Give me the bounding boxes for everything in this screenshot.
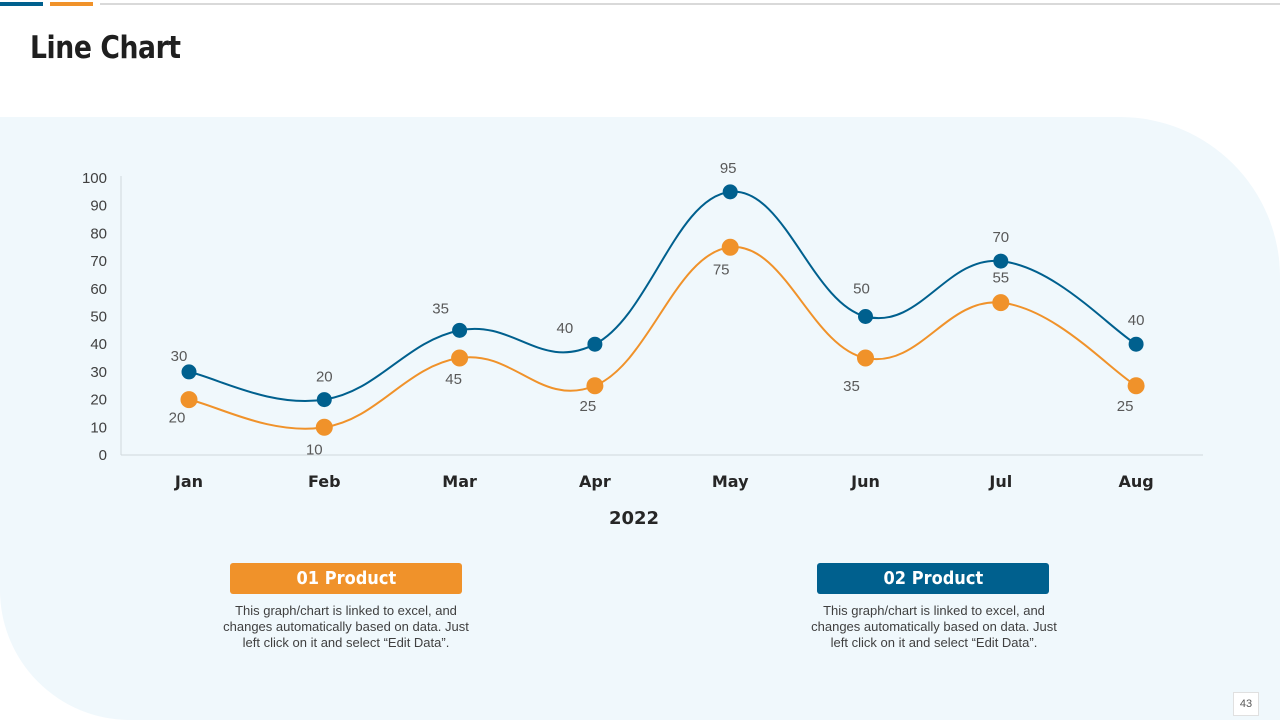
data-label-series-1: 45 xyxy=(445,371,462,388)
x-tick-label: Feb xyxy=(308,472,341,491)
x-tick-label: Jun xyxy=(850,472,880,491)
page-number: 43 xyxy=(1233,692,1259,716)
data-point-series-2 xyxy=(858,309,873,324)
legend-product-1-label: 01 Product xyxy=(296,568,396,589)
legend-product-2-description: This graph/chart is linked to excel, and… xyxy=(811,603,1057,650)
top-accent-bar-orange xyxy=(50,2,93,6)
data-point-series-2 xyxy=(452,322,468,338)
data-label-series-2: 35 xyxy=(432,300,449,317)
data-point-series-2 xyxy=(587,336,603,352)
data-point-series-1 xyxy=(721,238,739,256)
data-label-series-1: 55 xyxy=(992,270,1009,287)
data-point-series-1 xyxy=(992,294,1010,312)
y-tick-label: 60 xyxy=(90,281,107,298)
data-point-series-2 xyxy=(722,184,738,200)
data-label-series-1: 25 xyxy=(1117,398,1134,415)
data-label-series-1: 10 xyxy=(306,441,323,458)
data-point-series-1 xyxy=(315,418,333,436)
data-label-series-1: 25 xyxy=(580,398,597,415)
legend-product-1-description: This graph/chart is linked to excel, and… xyxy=(223,603,469,650)
data-label-series-2: 40 xyxy=(557,320,574,337)
data-point-series-2 xyxy=(993,253,1009,269)
x-axis-title: 2022 xyxy=(609,508,659,529)
y-tick-label: 40 xyxy=(90,336,107,353)
page-title: Line Chart xyxy=(30,30,181,66)
data-label-series-2: 70 xyxy=(992,229,1009,246)
legend-product-1-badge: 01 Product xyxy=(230,563,462,594)
y-tick-label: 10 xyxy=(90,419,107,436)
data-label-series-2: 30 xyxy=(171,348,188,365)
data-point-series-1 xyxy=(451,349,469,367)
x-tick-label: Aug xyxy=(1118,472,1153,491)
data-label-series-2: 40 xyxy=(1128,312,1145,329)
x-tick-label: Apr xyxy=(579,472,611,491)
chart-background-panel xyxy=(0,117,1280,720)
data-label-series-1: 75 xyxy=(713,261,730,278)
data-point-series-2 xyxy=(181,364,197,380)
legend-product-2-badge: 02 Product xyxy=(817,563,1049,594)
y-tick-label: 90 xyxy=(90,198,107,215)
y-tick-label: 70 xyxy=(90,253,107,270)
x-tick-label: Jan xyxy=(174,472,203,491)
data-point-series-1 xyxy=(857,349,874,367)
x-tick-label: Mar xyxy=(442,472,477,491)
data-label-series-2: 50 xyxy=(853,281,870,298)
data-label-series-2: 95 xyxy=(720,160,737,177)
data-label-series-2: 20 xyxy=(316,369,333,386)
data-point-series-1 xyxy=(1127,377,1145,395)
data-point-series-1 xyxy=(586,377,604,395)
x-tick-label: May xyxy=(712,472,749,491)
data-point-series-2 xyxy=(1128,336,1144,352)
series-line-2 xyxy=(188,190,1137,402)
series-line-1 xyxy=(188,246,1137,430)
data-label-series-1: 20 xyxy=(169,410,186,427)
legend-product-2-label: 02 Product xyxy=(883,568,983,589)
top-accent-bar-blue xyxy=(0,2,43,6)
top-divider-line xyxy=(100,3,1280,5)
y-tick-label: 20 xyxy=(90,392,107,409)
y-tick-label: 50 xyxy=(90,309,107,326)
y-tick-label: 0 xyxy=(99,447,107,464)
y-tick-label: 100 xyxy=(82,170,107,187)
data-point-series-2 xyxy=(316,392,332,408)
data-point-series-1 xyxy=(180,391,198,409)
data-label-series-1: 35 xyxy=(843,378,860,395)
y-tick-label: 30 xyxy=(90,364,107,381)
y-tick-label: 80 xyxy=(90,225,107,242)
x-tick-label: Jul xyxy=(988,472,1012,491)
